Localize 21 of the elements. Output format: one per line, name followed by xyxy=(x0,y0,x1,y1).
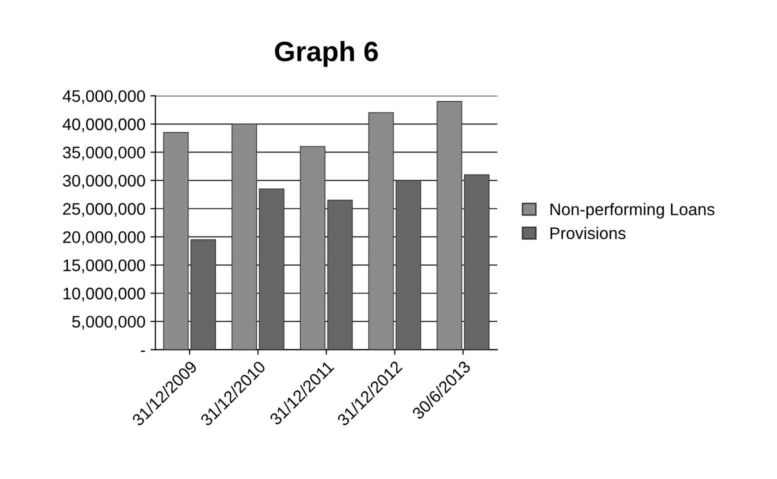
y-tick-label: 10,000,000 xyxy=(64,288,146,302)
bar xyxy=(436,101,462,350)
legend-label: Non-performing Loans xyxy=(550,203,714,219)
y-tick-label: 20,000,000 xyxy=(63,231,146,246)
bar xyxy=(190,239,216,350)
bar xyxy=(258,188,284,350)
y-tick-label: 35,000,000 xyxy=(62,146,146,160)
y-tick-label: 30,000,000 xyxy=(62,174,146,189)
y-tick-label: 25,000,000 xyxy=(63,203,146,217)
y-tick-label: - xyxy=(140,350,145,352)
chart-title: Graph 6 xyxy=(275,40,378,67)
y-tick-label: 40,000,000 xyxy=(62,118,146,132)
bar xyxy=(163,132,189,350)
bar xyxy=(300,146,326,350)
y-tick-label: 5,000,000 xyxy=(72,316,146,330)
y-tick-label: 45,000,000 xyxy=(62,90,146,104)
bar xyxy=(232,124,258,350)
bar xyxy=(464,174,490,350)
legend-label: Provisions xyxy=(550,226,626,240)
y-tick-label: 15,000,000 xyxy=(64,259,146,274)
bar xyxy=(327,200,353,350)
